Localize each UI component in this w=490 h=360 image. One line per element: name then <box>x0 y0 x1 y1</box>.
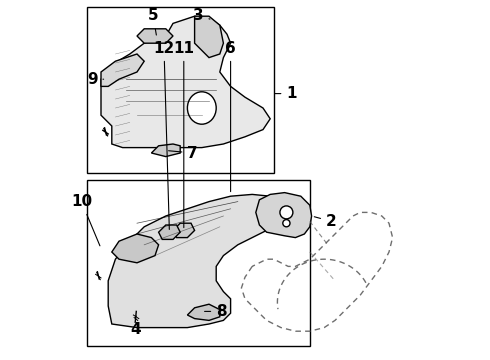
Polygon shape <box>159 225 180 239</box>
Ellipse shape <box>187 92 216 124</box>
Polygon shape <box>108 194 292 328</box>
Polygon shape <box>137 29 173 43</box>
Circle shape <box>280 206 293 219</box>
Polygon shape <box>256 193 312 238</box>
Text: 9: 9 <box>87 72 103 87</box>
Text: 10: 10 <box>71 194 100 246</box>
Bar <box>87 180 310 346</box>
Text: 6: 6 <box>225 41 236 192</box>
Text: 3: 3 <box>193 8 210 23</box>
Text: 2: 2 <box>314 214 337 229</box>
Polygon shape <box>151 144 180 157</box>
Text: 8: 8 <box>205 304 227 319</box>
Bar <box>87 7 274 173</box>
Text: 4: 4 <box>130 316 141 337</box>
Text: 11: 11 <box>173 41 195 228</box>
Text: 7: 7 <box>169 145 198 161</box>
Polygon shape <box>195 16 223 58</box>
Text: 1: 1 <box>275 86 297 101</box>
Polygon shape <box>101 54 144 86</box>
Text: 12: 12 <box>153 41 174 229</box>
Polygon shape <box>187 304 220 320</box>
Polygon shape <box>101 16 270 148</box>
Circle shape <box>283 220 290 227</box>
Text: 5: 5 <box>148 8 158 35</box>
Polygon shape <box>112 234 159 263</box>
Polygon shape <box>173 223 195 238</box>
